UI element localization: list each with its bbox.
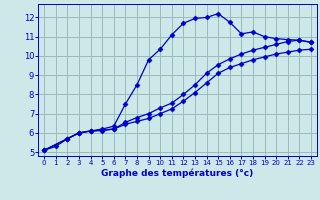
X-axis label: Graphe des températures (°c): Graphe des températures (°c) xyxy=(101,169,254,178)
